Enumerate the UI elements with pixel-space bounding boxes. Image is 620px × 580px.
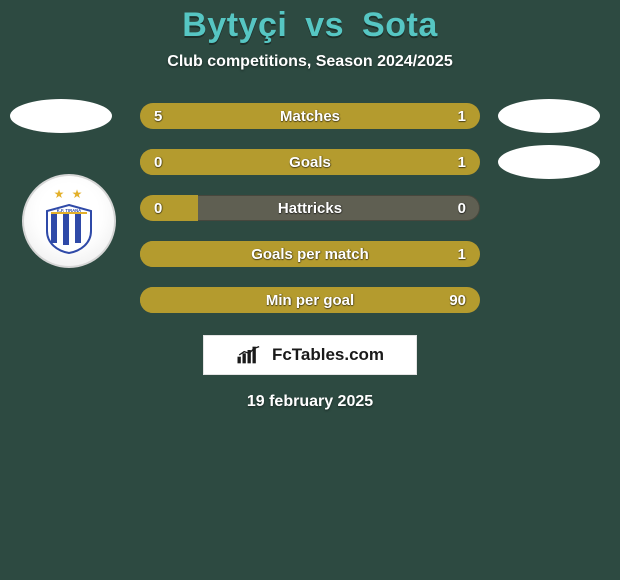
metric-name: Min per goal bbox=[140, 292, 480, 309]
badge-stars: ★ ★ bbox=[54, 187, 85, 201]
bar-label: 0Goals1 bbox=[140, 149, 480, 175]
bars-icon bbox=[236, 345, 264, 365]
subtitle: Club competitions, Season 2024/2025 bbox=[167, 53, 452, 71]
player2-name: Sota bbox=[362, 6, 438, 44]
branding-text: FcTables.com bbox=[272, 345, 384, 365]
shield-icon: K.F. TIRANA bbox=[43, 203, 95, 255]
team-ellipse-right bbox=[498, 145, 600, 179]
title-vs: vs bbox=[305, 6, 344, 44]
stat-bar: 5Matches1 bbox=[140, 103, 480, 129]
date-line: 19 february 2025 bbox=[247, 393, 373, 411]
comparison-card: Bytyçi vs Sota Club competitions, Season… bbox=[0, 0, 620, 580]
club-badge: ★ ★ K.F. TIRANA bbox=[24, 176, 114, 266]
metric-name: Matches bbox=[140, 108, 480, 125]
bar-label: 5Matches1 bbox=[140, 103, 480, 129]
metric-name: Goals bbox=[140, 154, 480, 171]
metric-name: Hattricks bbox=[140, 200, 480, 217]
metric-name: Goals per match bbox=[140, 246, 480, 263]
bar-label: Min per goal90 bbox=[140, 287, 480, 313]
branding-badge: FcTables.com bbox=[203, 335, 417, 375]
page-title: Bytyçi vs Sota bbox=[182, 6, 437, 45]
team-ellipse-right bbox=[498, 99, 600, 133]
bar-label: Goals per match1 bbox=[140, 241, 480, 267]
bar-label: 0Hattricks0 bbox=[140, 195, 480, 221]
team-ellipse-left bbox=[10, 99, 112, 133]
stat-bar: Min per goal90 bbox=[140, 287, 480, 313]
stat-row: 5Matches1 bbox=[0, 93, 620, 139]
player1-name: Bytyçi bbox=[182, 6, 287, 44]
stat-bar: 0Goals1 bbox=[140, 149, 480, 175]
stat-bar: 0Hattricks0 bbox=[140, 195, 480, 221]
stat-bar: Goals per match1 bbox=[140, 241, 480, 267]
stat-row: Min per goal90 bbox=[0, 277, 620, 323]
svg-text:K.F. TIRANA: K.F. TIRANA bbox=[57, 208, 81, 213]
stat-row: 0Goals1 bbox=[0, 139, 620, 185]
